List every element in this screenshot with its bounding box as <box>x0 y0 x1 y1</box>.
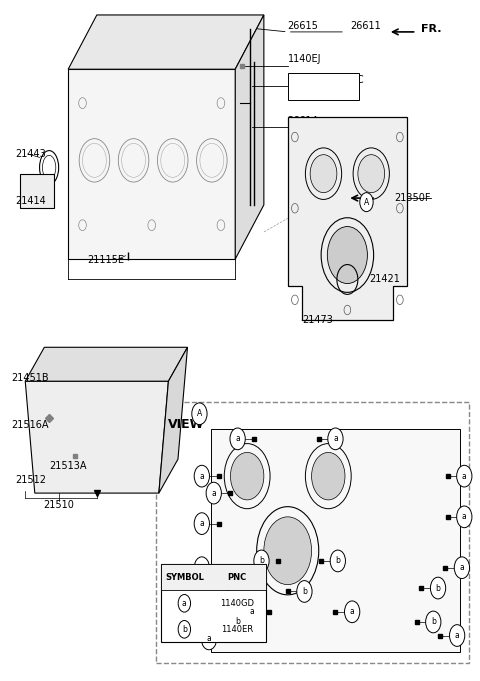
Text: b: b <box>259 556 264 565</box>
Text: 26615: 26615 <box>288 20 319 31</box>
Circle shape <box>327 227 367 283</box>
FancyBboxPatch shape <box>156 402 469 663</box>
Bar <box>161 565 266 642</box>
Circle shape <box>230 428 245 449</box>
Text: a: a <box>200 472 204 481</box>
Text: b: b <box>336 556 340 565</box>
Text: b: b <box>436 584 441 592</box>
Text: 21115E: 21115E <box>87 255 124 266</box>
Text: a: a <box>350 607 355 616</box>
Circle shape <box>178 620 191 638</box>
Text: a: a <box>455 631 459 640</box>
Circle shape <box>454 557 469 579</box>
Text: b: b <box>431 618 436 627</box>
Text: 21513A: 21513A <box>49 461 86 471</box>
Circle shape <box>201 628 216 650</box>
Text: A: A <box>364 197 369 206</box>
Text: 21510: 21510 <box>43 500 74 509</box>
Polygon shape <box>44 426 154 486</box>
FancyBboxPatch shape <box>211 428 459 652</box>
Text: a: a <box>333 434 338 443</box>
Text: 1140GD: 1140GD <box>220 599 254 608</box>
Polygon shape <box>68 69 235 259</box>
Circle shape <box>230 611 245 633</box>
Circle shape <box>297 581 312 602</box>
Text: a: a <box>182 599 187 608</box>
Circle shape <box>312 452 345 500</box>
Polygon shape <box>68 15 264 69</box>
Text: 1140ER: 1140ER <box>221 624 253 634</box>
Text: FR.: FR. <box>421 24 442 33</box>
Polygon shape <box>25 347 188 381</box>
Text: 21516A: 21516A <box>11 420 48 430</box>
Circle shape <box>310 155 337 193</box>
Text: 1140EJ: 1140EJ <box>288 54 321 65</box>
Polygon shape <box>161 565 266 590</box>
Circle shape <box>264 517 312 585</box>
Text: 26611: 26611 <box>350 20 381 31</box>
Circle shape <box>220 577 236 599</box>
Text: 26614: 26614 <box>288 116 318 125</box>
Circle shape <box>244 601 260 622</box>
Text: a: a <box>459 563 464 572</box>
Text: a: a <box>250 607 254 616</box>
Text: PNC: PNC <box>227 573 246 582</box>
Polygon shape <box>35 426 159 486</box>
Text: b: b <box>235 618 240 627</box>
Text: a: a <box>200 519 204 528</box>
Circle shape <box>194 465 209 487</box>
Text: 26612C: 26612C <box>326 75 363 85</box>
Circle shape <box>360 193 373 212</box>
Text: 21473: 21473 <box>302 315 333 325</box>
Circle shape <box>345 601 360 622</box>
Text: a: a <box>206 635 211 644</box>
Text: b: b <box>302 587 307 596</box>
Circle shape <box>254 550 269 572</box>
Text: SYMBOL: SYMBOL <box>165 573 204 582</box>
Bar <box>288 73 360 99</box>
Polygon shape <box>288 116 407 320</box>
Circle shape <box>449 624 465 646</box>
Circle shape <box>230 452 264 500</box>
Text: 21421: 21421 <box>369 274 400 285</box>
Text: b: b <box>226 584 230 592</box>
Text: 21512: 21512 <box>16 475 47 485</box>
Text: b: b <box>182 624 187 634</box>
Circle shape <box>206 482 221 504</box>
Text: a: a <box>200 563 204 572</box>
Polygon shape <box>235 15 264 259</box>
Text: 26612B: 26612B <box>292 75 330 85</box>
Text: a: a <box>462 472 467 481</box>
Circle shape <box>456 465 472 487</box>
Text: a: a <box>235 434 240 443</box>
Polygon shape <box>25 381 168 493</box>
Text: a: a <box>462 512 467 522</box>
Text: 21451B: 21451B <box>11 373 48 383</box>
Circle shape <box>192 403 207 424</box>
Text: 21414: 21414 <box>16 196 47 206</box>
FancyBboxPatch shape <box>242 22 262 46</box>
Text: 21443: 21443 <box>16 149 47 159</box>
Circle shape <box>328 428 343 449</box>
Circle shape <box>426 611 441 633</box>
Text: a: a <box>211 488 216 498</box>
Circle shape <box>431 577 446 599</box>
Polygon shape <box>54 426 149 486</box>
Text: VIEW: VIEW <box>168 419 205 432</box>
Circle shape <box>194 557 209 579</box>
Circle shape <box>330 550 346 572</box>
Circle shape <box>178 595 191 612</box>
Text: A: A <box>197 409 202 418</box>
FancyBboxPatch shape <box>21 174 54 208</box>
Circle shape <box>358 155 384 193</box>
Circle shape <box>194 513 209 535</box>
Text: 21350F: 21350F <box>395 193 431 203</box>
Polygon shape <box>159 347 188 493</box>
Circle shape <box>456 506 472 528</box>
